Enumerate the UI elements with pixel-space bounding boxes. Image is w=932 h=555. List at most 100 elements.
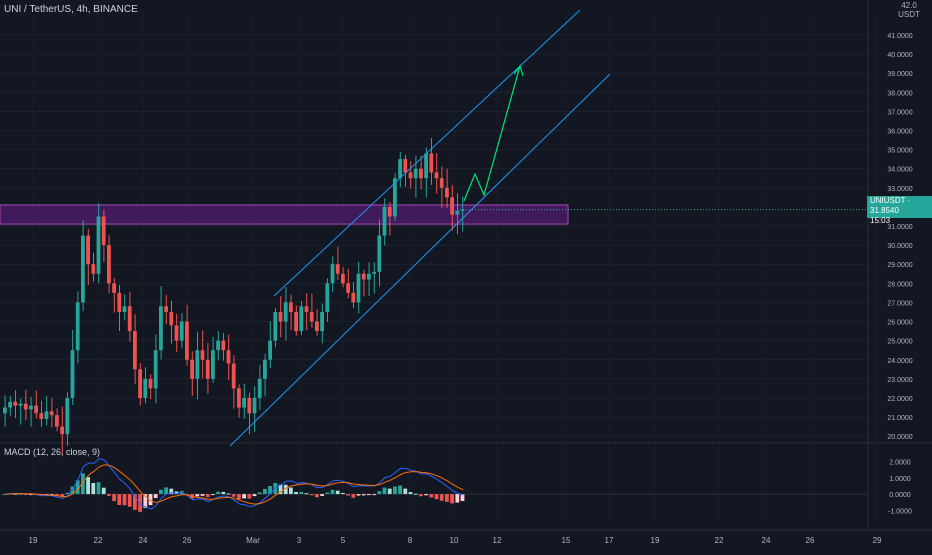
price-tick-label: 28.0000 xyxy=(887,281,912,288)
candle-body xyxy=(455,210,460,215)
macd-histogram-bar xyxy=(205,494,210,498)
macd-histogram-bar xyxy=(127,494,132,507)
price-tick-label: 20.0000 xyxy=(887,434,912,441)
time-tick-label: 24 xyxy=(762,536,771,545)
candle-body xyxy=(29,405,33,410)
macd-histogram-bar xyxy=(226,493,231,495)
macd-histogram-bar xyxy=(257,492,262,495)
candle-body xyxy=(195,350,200,379)
candle-body xyxy=(169,311,174,326)
time-tick-label: Mar xyxy=(246,536,260,545)
channel-upper-line xyxy=(273,9,581,297)
candle-body xyxy=(372,271,376,274)
last-price-tag: UNIUSDT · 31.8540 15:03 xyxy=(867,196,932,225)
price-tag-countdown: 15:03 xyxy=(870,216,891,225)
symbol-header[interactable]: UNI / TetherUS, 4h, BINANCE xyxy=(4,4,138,15)
macd-histogram-bar xyxy=(356,494,361,496)
price-axis-top-partial: 42.0 xyxy=(901,1,917,10)
price-tick-label: 22.0000 xyxy=(887,396,912,403)
candle-body xyxy=(382,206,387,236)
macd-histogram-bar xyxy=(377,491,382,495)
candle-body xyxy=(122,306,127,312)
candle-body xyxy=(112,283,116,293)
candle-body xyxy=(179,321,184,341)
candle-body xyxy=(377,235,382,272)
candle-body xyxy=(424,153,428,179)
candle-body xyxy=(159,306,163,351)
candle-body xyxy=(460,209,465,211)
candle-body xyxy=(278,311,283,322)
macd-histogram-bar xyxy=(398,485,402,495)
price-tick-label: 25.0000 xyxy=(887,339,912,346)
macd-histogram-bar xyxy=(159,489,163,495)
candle-body xyxy=(153,350,158,389)
candle-body xyxy=(304,306,309,312)
macd-histogram-bar xyxy=(247,494,252,499)
macd-histogram-bar xyxy=(335,490,340,495)
macd-histogram-bar xyxy=(29,494,33,496)
candle-body xyxy=(148,378,153,389)
candle-body xyxy=(450,197,454,215)
macd-histogram-bar xyxy=(148,494,153,506)
macd-histogram-bar xyxy=(49,494,54,496)
candle-body xyxy=(44,411,49,419)
candle-body xyxy=(268,340,272,360)
candle-body xyxy=(346,283,350,293)
price-tick-label: 39.0000 xyxy=(887,71,912,78)
price-tick-label: 38.0000 xyxy=(887,90,912,97)
macd-histogram-bar xyxy=(346,494,350,496)
macd-histogram-bar xyxy=(211,494,215,496)
macd-histogram-bar xyxy=(289,487,293,495)
macd-histogram-bar xyxy=(23,494,28,496)
price-tick-label: 40.0000 xyxy=(887,52,912,59)
candle-body xyxy=(205,359,210,379)
price-tick-label: 35.0000 xyxy=(887,148,912,155)
candle-body xyxy=(257,378,262,398)
candle-body xyxy=(60,426,64,435)
time-tick-label: 8 xyxy=(408,536,413,545)
macd-line xyxy=(5,457,464,510)
candle-body xyxy=(65,397,70,435)
time-tick-label: 19 xyxy=(651,536,660,545)
macd-histogram-bar xyxy=(96,482,101,495)
candle-body xyxy=(309,311,314,322)
candle-body xyxy=(3,407,7,414)
candle-body xyxy=(361,273,366,280)
time-tick-label: 22 xyxy=(715,536,724,545)
macd-histogram-bar xyxy=(268,486,272,495)
macd-histogram-bar xyxy=(65,492,70,495)
time-tick-label: 10 xyxy=(450,536,459,545)
candle-body xyxy=(434,172,439,179)
time-tick-label: 22 xyxy=(94,536,103,545)
macd-histogram-bar xyxy=(393,486,397,495)
macd-histogram-bar xyxy=(242,494,246,499)
macd-histogram-bar xyxy=(450,494,454,504)
macd-histogram-bar xyxy=(169,488,174,495)
macd-histogram-bar xyxy=(278,484,283,495)
price-tick-label: 30.0000 xyxy=(887,243,912,250)
time-tick-label: 5 xyxy=(341,536,346,545)
candle-body xyxy=(330,264,335,284)
price-tick-label: 41.0000 xyxy=(887,33,912,40)
candle-body xyxy=(341,273,345,284)
candle-body xyxy=(190,359,194,379)
macd-histogram-bar xyxy=(237,494,241,500)
macd-histogram-bar xyxy=(101,487,106,495)
candle-body xyxy=(185,321,189,360)
candle-body xyxy=(289,302,293,312)
projection-path xyxy=(463,65,521,202)
candle-body xyxy=(23,403,28,410)
candle-body xyxy=(299,306,304,332)
candle-body xyxy=(283,302,288,322)
macd-legend[interactable]: MACD (12, 26, close, 9) xyxy=(4,447,101,457)
time-tick-label: 19 xyxy=(29,536,38,545)
macd-histogram-bar xyxy=(299,491,304,495)
candle-body xyxy=(367,273,371,280)
macd-tick-label: 1.0000 xyxy=(889,476,911,483)
macd-histogram-bar xyxy=(304,493,309,495)
candle-body xyxy=(164,306,168,312)
macd-histogram-bar xyxy=(153,494,158,499)
candle-body xyxy=(294,311,298,332)
